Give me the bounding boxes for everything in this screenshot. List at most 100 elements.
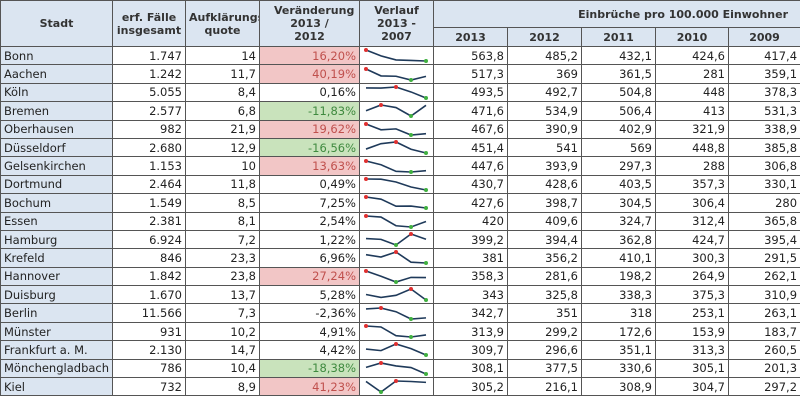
year-value-cell[interactable]: 504,8 [581,82,656,103]
sparkline-cell[interactable] [359,156,434,176]
year-value-cell[interactable]: 281,6 [507,266,582,287]
year-value-cell[interactable]: 531,3 [727,101,800,121]
year-value-cell[interactable]: 309,7 [433,340,508,360]
year-value-cell[interactable]: 563,8 [433,45,508,66]
year-value-cell[interactable]: 299,2 [507,321,582,342]
rate-cell[interactable]: 11,7 [185,64,260,84]
city-cell[interactable]: Gelsenkirchen [0,156,113,176]
year-value-cell[interactable]: 377,5 [507,358,582,379]
cases-cell[interactable]: 2.130 [112,340,186,360]
year-value-cell[interactable]: 428,6 [507,174,582,195]
change-cell[interactable]: 6,96% [259,248,360,268]
sparkline-cell[interactable] [359,266,434,287]
rate-cell[interactable]: 8,9 [185,377,260,397]
year-value-cell[interactable]: 359,1 [727,64,800,84]
change-cell[interactable]: 40,19% [259,64,360,84]
year-value-cell[interactable]: 448,8 [655,137,729,158]
year-value-cell[interactable]: 291,5 [727,248,800,268]
year-value-cell[interactable]: 312,4 [655,211,729,231]
city-cell[interactable]: Kiel [0,377,113,397]
header-trend[interactable]: Verlauf 2013 - 2007 [359,0,434,47]
year-value-cell[interactable]: 313,9 [433,321,508,342]
year-value-cell[interactable]: 506,4 [581,101,656,121]
year-value-cell[interactable]: 260,5 [727,340,800,360]
sparkline-cell[interactable] [359,211,434,231]
year-value-cell[interactable]: 393,9 [507,156,582,176]
year-value-cell[interactable]: 448 [655,82,729,103]
header-year-2013[interactable]: 2013 [433,27,508,47]
city-cell[interactable]: Essen [0,211,113,231]
year-value-cell[interactable]: 183,7 [727,321,800,342]
city-cell[interactable]: Aachen [0,64,113,84]
year-value-cell[interactable]: 493,5 [433,82,508,103]
change-cell[interactable]: -11,83% [259,101,360,121]
year-value-cell[interactable]: 467,6 [433,119,508,139]
rate-cell[interactable]: 6,8 [185,101,260,121]
year-value-cell[interactable]: 313,3 [655,340,729,360]
year-value-cell[interactable]: 201,3 [727,358,800,379]
change-cell[interactable]: 4,42% [259,340,360,360]
cases-cell[interactable]: 1.242 [112,64,186,84]
change-cell[interactable]: 5,28% [259,285,360,305]
cases-cell[interactable]: 846 [112,248,186,268]
sparkline-cell[interactable] [359,193,434,213]
year-value-cell[interactable]: 447,6 [433,156,508,176]
year-value-cell[interactable]: 330,6 [581,358,656,379]
year-value-cell[interactable]: 378,3 [727,82,800,103]
city-cell[interactable]: Köln [0,82,113,103]
cases-cell[interactable]: 732 [112,377,186,397]
change-cell[interactable]: -2,36% [259,303,360,323]
sparkline-cell[interactable] [359,248,434,268]
year-value-cell[interactable]: 485,2 [507,45,582,66]
rate-cell[interactable]: 11,8 [185,174,260,195]
rate-cell[interactable]: 23,8 [185,266,260,287]
year-value-cell[interactable]: 410,1 [581,248,656,268]
year-value-cell[interactable]: 369 [507,64,582,84]
rate-cell[interactable]: 23,3 [185,248,260,268]
rate-cell[interactable]: 21,9 [185,119,260,139]
year-value-cell[interactable]: 424,6 [655,45,729,66]
year-value-cell[interactable]: 351,1 [581,340,656,360]
cases-cell[interactable]: 2.464 [112,174,186,195]
cases-cell[interactable]: 1.842 [112,266,186,287]
city-cell[interactable]: Frankfurt a. M. [0,340,113,360]
year-value-cell[interactable]: 296,6 [507,340,582,360]
city-cell[interactable]: Bremen [0,101,113,121]
year-value-cell[interactable]: 430,7 [433,174,508,195]
sparkline-cell[interactable] [359,101,434,121]
year-value-cell[interactable]: 427,6 [433,193,508,213]
year-value-cell[interactable]: 375,3 [655,285,729,305]
sparkline-cell[interactable] [359,45,434,66]
cases-cell[interactable]: 6.924 [112,229,186,250]
year-value-cell[interactable]: 321,9 [655,119,729,139]
year-value-cell[interactable]: 338,9 [727,119,800,139]
change-cell[interactable]: 7,25% [259,193,360,213]
year-value-cell[interactable]: 310,9 [727,285,800,305]
year-value-cell[interactable]: 304,5 [581,193,656,213]
rate-cell[interactable]: 10,4 [185,358,260,379]
cases-cell[interactable]: 5.055 [112,82,186,103]
rate-cell[interactable]: 7,2 [185,229,260,250]
rate-cell[interactable]: 14,7 [185,340,260,360]
year-value-cell[interactable]: 304,7 [655,377,729,397]
sparkline-cell[interactable] [359,64,434,84]
sparkline-cell[interactable] [359,285,434,305]
year-value-cell[interactable]: 308,9 [581,377,656,397]
rate-cell[interactable]: 8,5 [185,193,260,213]
year-value-cell[interactable]: 262,1 [727,266,800,287]
city-cell[interactable]: Oberhausen [0,119,113,139]
sparkline-cell[interactable] [359,303,434,323]
year-value-cell[interactable]: 263,1 [727,303,800,323]
year-value-cell[interactable]: 198,2 [581,266,656,287]
year-value-cell[interactable]: 471,6 [433,101,508,121]
year-value-cell[interactable]: 395,4 [727,229,800,250]
sparkline-cell[interactable] [359,321,434,342]
year-value-cell[interactable]: 451,4 [433,137,508,158]
year-value-cell[interactable]: 253,1 [655,303,729,323]
cases-cell[interactable]: 1.549 [112,193,186,213]
city-cell[interactable]: Hannover [0,266,113,287]
year-value-cell[interactable]: 413 [655,101,729,121]
cases-cell[interactable]: 1.747 [112,45,186,66]
cases-cell[interactable]: 2.577 [112,101,186,121]
header-cases[interactable]: erf. Fälle insgesamt [112,0,186,47]
